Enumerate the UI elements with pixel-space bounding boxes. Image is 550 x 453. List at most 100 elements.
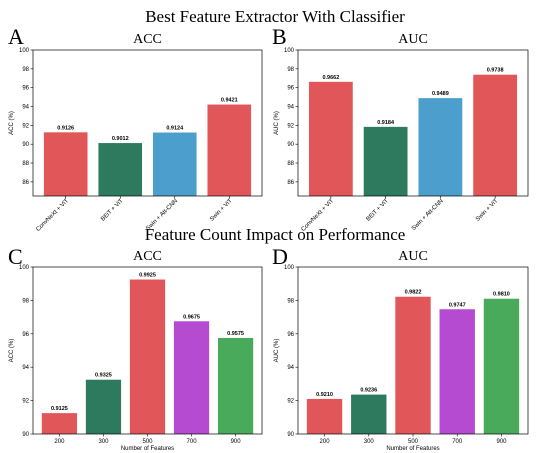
panel-a-y-tick-label-4: 92 xyxy=(22,123,29,129)
panel-letter-d: D xyxy=(272,244,288,269)
panel-d-x-axis-label: Number of Features xyxy=(386,446,439,452)
panel-c-y-tick-label-5: 98 xyxy=(22,298,29,304)
panel-d-x-tick-label-1: 200 xyxy=(320,439,331,445)
panel-b-y-tick-label-7: 98 xyxy=(287,67,294,73)
panel-d-y-tick-label-6: 100 xyxy=(284,265,295,271)
panel-b-y-tick-label-2: 88 xyxy=(287,161,294,167)
section-title-top: Best Feature Extractor With Classifier xyxy=(145,7,405,26)
panel-c-x-tick-label-5: 900 xyxy=(231,439,242,445)
panel-a-data-label-1: 0.9126 xyxy=(57,125,74,131)
panel-d-x-tick-label-3: 500 xyxy=(408,439,419,445)
panel-b-x-tick-label-3: Swin + Att-CNN xyxy=(411,198,445,232)
panel-a-axes-frame xyxy=(32,49,263,197)
panel-a-x-tick-label-2: BEiT + ViT xyxy=(100,198,125,223)
panel-d-x-tick-label-2: 300 xyxy=(364,439,375,445)
panel-c-x-tick-label-3: 500 xyxy=(142,439,153,445)
panel-c-bar-4 xyxy=(173,321,210,434)
panel-b-x-tick-label-2: BEiT + ViT xyxy=(366,198,391,223)
panel-c-bar-2 xyxy=(85,379,122,434)
panel-c-y-tick-label-1: 90 xyxy=(22,432,29,438)
panel-b-data-label-4: 0.9738 xyxy=(487,68,504,74)
panel-d-y-tick-label-2: 92 xyxy=(287,399,294,405)
panel-letter-c: C xyxy=(8,244,23,269)
panel-letter-b: B xyxy=(272,24,287,49)
panel-b-y-tick-label-1: 86 xyxy=(287,180,294,186)
panel-a-acc-chart: ACC 0.9126 ConvNeXt + ViT 0.9012 BEiT + ViT 0… xyxy=(9,32,263,233)
panel-b-title: AUC xyxy=(398,32,428,47)
panel-a-data-label-3: 0.9124 xyxy=(166,126,184,132)
panel-d-y-axis-label: AUC (%) xyxy=(274,339,280,363)
panel-d-bar-5 xyxy=(483,298,520,434)
panel-c-title: ACC xyxy=(133,249,162,264)
panel-c-data-label-2: 0.9325 xyxy=(95,373,112,379)
panel-a-y-tick-label-3: 90 xyxy=(22,142,29,148)
panel-a-title: ACC xyxy=(133,32,162,47)
panel-c-y-tick-label-6: 100 xyxy=(19,265,30,271)
panel-d-x-tick-label-5: 900 xyxy=(496,439,507,445)
panel-b-y-tick-label-6: 96 xyxy=(287,86,294,92)
panel-b-bar-3 xyxy=(418,98,463,196)
panel-c-data-label-3: 0.9925 xyxy=(139,273,156,279)
panel-c-axes-frame xyxy=(32,266,263,435)
panel-c-data-label-1: 0.9125 xyxy=(51,406,68,412)
panel-c-y-tick-label-2: 92 xyxy=(22,399,29,405)
panel-c-x-tick-label-1: 200 xyxy=(54,439,65,445)
panel-a-bar-1 xyxy=(43,132,88,196)
panel-d-bar-2 xyxy=(351,394,387,434)
panel-b-y-axis-label: AUC (%) xyxy=(274,111,280,135)
panel-d-data-label-3: 0.9822 xyxy=(405,290,422,296)
panel-d-data-label-1: 0.9210 xyxy=(316,392,333,398)
panel-c-y-axis-label: ACC (%) xyxy=(9,339,15,363)
panel-d-data-label-2: 0.9236 xyxy=(360,388,377,394)
panel-c-y-tick-label-3: 94 xyxy=(22,365,29,371)
panel-d-y-tick-label-4: 96 xyxy=(287,332,294,338)
panel-a-bar-2 xyxy=(98,143,143,196)
panel-a-data-label-2: 0.9012 xyxy=(112,136,129,142)
panel-b-y-tick-label-8: 100 xyxy=(284,48,295,54)
panel-d-axes-frame xyxy=(297,266,529,435)
panel-d-bar-4 xyxy=(439,309,475,434)
panel-d-auc-chart: AUC 0.9210 200 0.9236 300 0.9822 500 0.9747 700 0… xyxy=(274,249,529,452)
panel-c-y-tick-label-4: 96 xyxy=(22,332,29,338)
panel-b-bar-4 xyxy=(473,74,518,196)
panel-b-bar-1 xyxy=(308,81,353,196)
panel-b-data-label-1: 0.9662 xyxy=(322,75,339,81)
panel-b-x-tick-label-4: Swin + ViT xyxy=(475,198,500,223)
panel-d-data-label-5: 0.9810 xyxy=(493,292,510,298)
panel-c-x-axis-label: Number of Features xyxy=(121,446,174,452)
panel-c-x-tick-label-2: 300 xyxy=(98,439,109,445)
panel-c-x-tick-label-4: 700 xyxy=(187,439,198,445)
panel-d-y-tick-label-3: 94 xyxy=(287,365,294,371)
panel-c-data-label-5: 0.9575 xyxy=(227,331,244,337)
panel-b-data-label-3: 0.9489 xyxy=(432,91,449,97)
panel-b-data-label-2: 0.9184 xyxy=(377,120,395,126)
panel-a-y-tick-label-5: 94 xyxy=(22,105,29,111)
section-title-bottom: Feature Count Impact on Performance xyxy=(145,225,406,244)
panel-d-title: AUC xyxy=(398,249,428,264)
panel-a-y-tick-label-1: 86 xyxy=(22,180,29,186)
panel-d-x-tick-label-4: 700 xyxy=(452,439,463,445)
panel-a-y-tick-label-7: 98 xyxy=(22,67,29,73)
panel-a-bar-3 xyxy=(152,132,197,196)
panel-c-data-label-4: 0.9675 xyxy=(183,314,200,320)
panel-b-y-tick-label-4: 92 xyxy=(287,123,294,129)
panel-a-y-tick-label-2: 88 xyxy=(22,161,29,167)
panel-a-y-tick-label-6: 96 xyxy=(22,86,29,92)
panel-b-y-tick-label-5: 94 xyxy=(287,105,294,111)
panel-letter-a: A xyxy=(8,24,24,49)
panel-a-x-tick-label-1: ConvNeXt + ViT xyxy=(35,198,70,233)
panel-b-bar-2 xyxy=(363,126,408,196)
panel-a-x-tick-label-4: Swin + ViT xyxy=(209,198,234,223)
panel-b-axes-frame xyxy=(297,49,529,197)
panel-d-data-label-4: 0.9747 xyxy=(449,302,466,308)
panel-a-y-tick-label-8: 100 xyxy=(19,48,30,54)
panel-c-acc-chart: ACC 0.9125 200 0.9325 300 0.9925 500 0.9675 700 0… xyxy=(9,249,263,452)
panel-d-bar-3 xyxy=(395,296,431,434)
panel-a-y-axis-label: ACC (%) xyxy=(9,111,15,135)
panel-b-y-tick-label-3: 90 xyxy=(287,142,294,148)
panel-c-bar-5 xyxy=(217,337,254,434)
panel-d-y-tick-label-1: 90 xyxy=(287,432,294,438)
panel-c-bar-1 xyxy=(41,413,78,434)
